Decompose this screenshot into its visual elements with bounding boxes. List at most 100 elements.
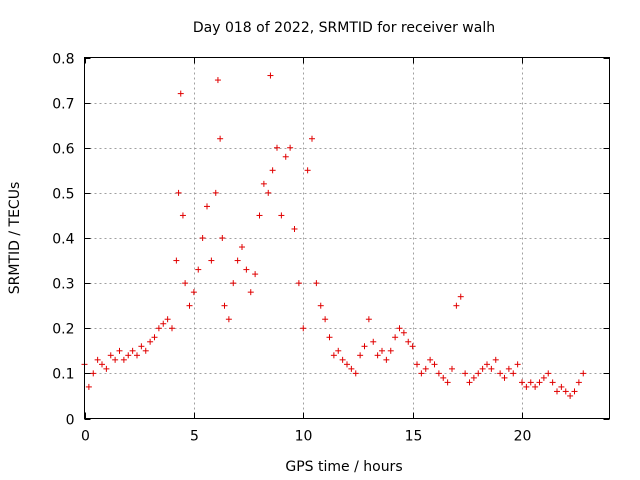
data-point: [173, 257, 180, 264]
data-point: [151, 334, 158, 341]
y-tick-label: 0.7: [52, 97, 74, 113]
data-point: [365, 316, 372, 323]
data-point: [214, 77, 221, 84]
data-point: [532, 383, 539, 390]
data-point: [155, 325, 162, 332]
data-point: [418, 370, 425, 377]
data-point: [208, 257, 215, 264]
data-point: [112, 356, 119, 363]
data-point: [309, 135, 315, 142]
data-point: [317, 302, 324, 309]
data-point: [175, 189, 182, 196]
data-point: [554, 388, 560, 395]
y-tick-label: 0.1: [52, 367, 74, 383]
data-point: [370, 338, 377, 345]
data-point: [540, 374, 547, 381]
data-point: [103, 365, 110, 372]
y-axis-label: SRMTID / TECUs: [7, 182, 23, 295]
data-point: [505, 365, 512, 372]
data-point: [256, 212, 263, 219]
data-points: [81, 72, 587, 399]
data-point: [326, 334, 333, 341]
data-point: [527, 379, 534, 386]
data-point: [219, 235, 226, 241]
data-point: [147, 338, 154, 345]
data-point: [267, 72, 274, 79]
data-point: [466, 379, 473, 386]
data-point: [199, 235, 206, 241]
y-tick-label: 0.2: [52, 322, 74, 338]
data-point: [400, 329, 407, 336]
data-point: [260, 180, 267, 187]
data-point: [440, 374, 447, 381]
data-point: [409, 343, 416, 350]
data-point: [479, 365, 486, 372]
data-point: [94, 356, 101, 363]
y-tick-label: 0.8: [52, 52, 74, 68]
data-point: [134, 352, 140, 359]
data-point: [204, 203, 210, 210]
data-point: [435, 370, 442, 377]
x-tick-label: 10: [295, 429, 313, 445]
y-tick-label: 0.3: [52, 277, 74, 293]
data-point: [234, 257, 241, 264]
data-point: [160, 320, 167, 327]
data-point: [387, 347, 394, 354]
data-point: [99, 361, 105, 368]
data-point: [330, 352, 337, 359]
data-point: [431, 361, 438, 368]
data-point: [575, 379, 582, 386]
data-point: [164, 316, 171, 323]
chart-title: Day 018 of 2022, SRMTID for receiver wal…: [193, 20, 495, 36]
data-point: [300, 325, 307, 332]
data-point: [129, 347, 136, 354]
data-point: [177, 90, 184, 97]
data-point: [449, 365, 455, 372]
data-point: [247, 289, 254, 296]
x-axis: 0 5 10 15 20: [81, 57, 531, 445]
data-point: [379, 347, 385, 354]
grid-lines: [84, 57, 610, 419]
data-point: [514, 361, 521, 368]
data-point: [243, 266, 250, 273]
data-point: [497, 370, 504, 377]
data-point: [190, 289, 197, 296]
x-tick-label: 0: [81, 429, 90, 445]
data-point: [344, 361, 350, 368]
data-point: [383, 356, 390, 363]
data-point: [217, 135, 224, 142]
data-point: [179, 212, 186, 219]
data-point: [352, 370, 359, 377]
data-point: [392, 334, 399, 341]
data-point: [239, 244, 245, 251]
data-point: [265, 189, 272, 196]
data-point: [523, 383, 530, 390]
x-axis-label: GPS time / hours: [285, 459, 402, 475]
data-point: [252, 271, 259, 278]
data-point: [90, 370, 97, 377]
data-point: [278, 212, 285, 219]
data-point: [186, 302, 193, 309]
data-point: [357, 352, 364, 359]
data-point: [269, 167, 276, 174]
data-point: [339, 356, 346, 363]
data-point: [274, 144, 280, 151]
data-point: [230, 280, 237, 287]
data-point: [295, 280, 302, 287]
data-point: [453, 302, 460, 309]
data-point: [571, 388, 578, 395]
data-point: [545, 370, 552, 377]
data-point: [138, 343, 145, 350]
data-point: [475, 370, 482, 377]
data-point: [361, 343, 368, 350]
data-point: [414, 361, 420, 368]
data-point: [457, 293, 464, 300]
x-tick-label: 5: [190, 429, 199, 445]
data-point: [396, 325, 403, 332]
data-point: [501, 374, 508, 381]
data-point: [212, 189, 219, 196]
data-point: [287, 144, 294, 151]
data-point: [142, 347, 149, 354]
data-point: [488, 365, 495, 372]
